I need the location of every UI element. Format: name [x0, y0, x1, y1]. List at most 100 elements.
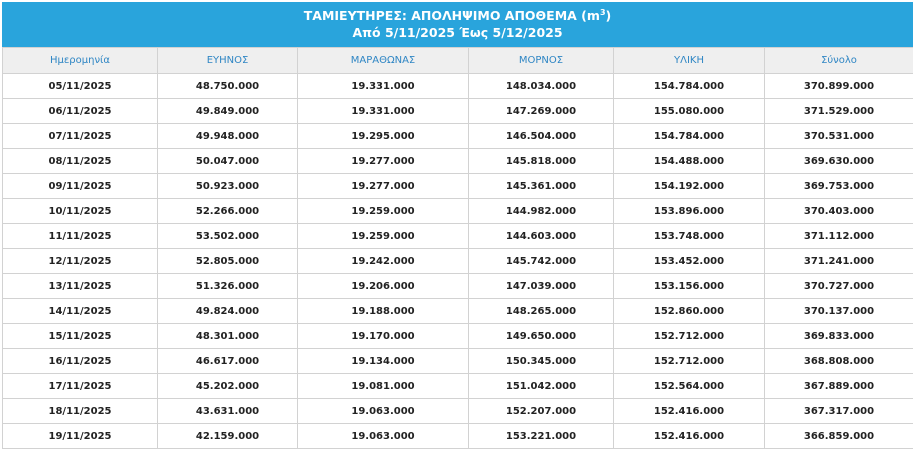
cell-date: 10/11/2025	[2, 198, 158, 224]
table-row: 07/11/2025 49.948.000 19.295.000 146.504.00…	[2, 123, 913, 149]
cell-marathonas: 19.188.000	[297, 298, 469, 324]
table-row: 16/11/2025 46.617.000 19.134.000 150.345.00…	[2, 348, 913, 374]
column-header-total: Σύνολο	[764, 47, 913, 74]
cell-date: 19/11/2025	[2, 423, 158, 449]
cell-total: 369.833.000	[764, 323, 913, 349]
table-row: 18/11/2025 43.631.000 19.063.000 152.207.00…	[2, 398, 913, 424]
cell-mornos: 144.603.000	[468, 223, 614, 249]
cell-evinos: 48.301.000	[157, 323, 298, 349]
cell-mornos: 148.034.000	[468, 73, 614, 99]
cell-yliki: 154.488.000	[613, 148, 765, 174]
cell-marathonas: 19.063.000	[297, 423, 469, 449]
cell-yliki: 153.896.000	[613, 198, 765, 224]
cell-mornos: 145.818.000	[468, 148, 614, 174]
table-row: 10/11/2025 52.266.000 19.259.000 144.982.00…	[2, 198, 913, 224]
cell-evinos: 49.849.000	[157, 98, 298, 124]
table-row: 06/11/2025 49.849.000 19.331.000 147.269.00…	[2, 98, 913, 124]
cell-mornos: 148.265.000	[468, 298, 614, 324]
cell-yliki: 154.192.000	[613, 173, 765, 199]
cell-yliki: 152.416.000	[613, 398, 765, 424]
reservoir-table: Ημερομηνία ΕΥΗΝΟΣ ΜΑΡΑΘΩΝΑΣ ΜΟΡΝΟΣ ΥΛΙΚΗ…	[2, 47, 913, 449]
report-title-bar: ΤΑΜΙΕΥΤΗΡΕΣ: ΑΠΟΛΗΨΙΜΟ ΑΠΟΘΕΜΑ (m3) Από …	[2, 2, 913, 47]
cell-total: 370.403.000	[764, 198, 913, 224]
cell-date: 08/11/2025	[2, 148, 158, 174]
cell-mornos: 150.345.000	[468, 348, 614, 374]
table-row: 17/11/2025 45.202.000 19.081.000 151.042.00…	[2, 373, 913, 399]
cell-total: 367.889.000	[764, 373, 913, 399]
cell-yliki: 153.156.000	[613, 273, 765, 299]
cell-date: 07/11/2025	[2, 123, 158, 149]
table-body: 05/11/2025 48.750.000 19.331.000 148.034.00…	[2, 73, 913, 449]
cell-total: 366.859.000	[764, 423, 913, 449]
column-header-date: Ημερομηνία	[2, 47, 158, 74]
cell-total: 370.899.000	[764, 73, 913, 99]
cell-yliki: 152.564.000	[613, 373, 765, 399]
cell-total: 371.529.000	[764, 98, 913, 124]
report-title-close: )	[605, 8, 612, 23]
cell-evinos: 53.502.000	[157, 223, 298, 249]
cell-date: 17/11/2025	[2, 373, 158, 399]
cell-mornos: 151.042.000	[468, 373, 614, 399]
table-row: 09/11/2025 50.923.000 19.277.000 145.361.00…	[2, 173, 913, 199]
cell-total: 370.137.000	[764, 298, 913, 324]
cell-date: 12/11/2025	[2, 248, 158, 274]
cell-total: 369.630.000	[764, 148, 913, 174]
report-title-text: ΤΑΜΙΕΥΤΗΡΕΣ: ΑΠΟΛΗΨΙΜΟ ΑΠΟΘΕΜΑ (m	[303, 8, 600, 23]
cell-yliki: 153.748.000	[613, 223, 765, 249]
cell-date: 11/11/2025	[2, 223, 158, 249]
cell-yliki: 154.784.000	[613, 123, 765, 149]
cell-yliki: 152.860.000	[613, 298, 765, 324]
column-header-marathonas: ΜΑΡΑΘΩΝΑΣ	[297, 47, 469, 74]
cell-date: 14/11/2025	[2, 298, 158, 324]
table-row: 14/11/2025 49.824.000 19.188.000 148.265.00…	[2, 298, 913, 324]
cell-yliki: 154.784.000	[613, 73, 765, 99]
cell-total: 368.808.000	[764, 348, 913, 374]
cell-date: 13/11/2025	[2, 273, 158, 299]
cell-date: 06/11/2025	[2, 98, 158, 124]
table-row: 19/11/2025 42.159.000 19.063.000 153.221.00…	[2, 423, 913, 449]
table-row: 13/11/2025 51.326.000 19.206.000 147.039.00…	[2, 273, 913, 299]
cell-evinos: 52.266.000	[157, 198, 298, 224]
cell-evinos: 46.617.000	[157, 348, 298, 374]
cell-yliki: 152.712.000	[613, 348, 765, 374]
table-row: 08/11/2025 50.047.000 19.277.000 145.818.00…	[2, 148, 913, 174]
cell-marathonas: 19.331.000	[297, 73, 469, 99]
cell-evinos: 50.047.000	[157, 148, 298, 174]
cell-marathonas: 19.277.000	[297, 148, 469, 174]
report-date-range: Από 5/11/2025 Έως 5/12/2025	[352, 25, 563, 40]
cell-marathonas: 19.259.000	[297, 198, 469, 224]
cell-mornos: 152.207.000	[468, 398, 614, 424]
cell-marathonas: 19.242.000	[297, 248, 469, 274]
cell-evinos: 43.631.000	[157, 398, 298, 424]
cell-evinos: 52.805.000	[157, 248, 298, 274]
cell-total: 369.753.000	[764, 173, 913, 199]
report-title-superscript: 3	[599, 8, 606, 17]
table-row: 12/11/2025 52.805.000 19.242.000 145.742.00…	[2, 248, 913, 274]
cell-total: 371.241.000	[764, 248, 913, 274]
table-row: 11/11/2025 53.502.000 19.259.000 144.603.00…	[2, 223, 913, 249]
cell-date: 09/11/2025	[2, 173, 158, 199]
cell-marathonas: 19.063.000	[297, 398, 469, 424]
cell-mornos: 147.039.000	[468, 273, 614, 299]
cell-total: 371.112.000	[764, 223, 913, 249]
cell-mornos: 145.742.000	[468, 248, 614, 274]
cell-yliki: 153.452.000	[613, 248, 765, 274]
cell-total: 367.317.000	[764, 398, 913, 424]
cell-mornos: 153.221.000	[468, 423, 614, 449]
cell-mornos: 145.361.000	[468, 173, 614, 199]
cell-total: 370.727.000	[764, 273, 913, 299]
cell-evinos: 42.159.000	[157, 423, 298, 449]
cell-total: 370.531.000	[764, 123, 913, 149]
column-header-mornos: ΜΟΡΝΟΣ	[468, 47, 614, 74]
cell-marathonas: 19.081.000	[297, 373, 469, 399]
cell-yliki: 155.080.000	[613, 98, 765, 124]
cell-evinos: 48.750.000	[157, 73, 298, 99]
cell-evinos: 49.824.000	[157, 298, 298, 324]
column-header-evinos: ΕΥΗΝΟΣ	[157, 47, 298, 74]
cell-marathonas: 19.170.000	[297, 323, 469, 349]
table-row: 15/11/2025 48.301.000 19.170.000 149.650.00…	[2, 323, 913, 349]
cell-marathonas: 19.277.000	[297, 173, 469, 199]
cell-date: 16/11/2025	[2, 348, 158, 374]
cell-marathonas: 19.331.000	[297, 98, 469, 124]
